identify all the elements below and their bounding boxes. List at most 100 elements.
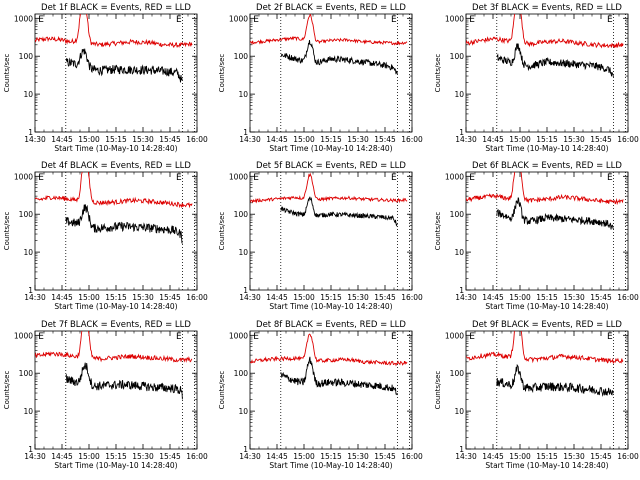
y-axis-label: Counts/sec xyxy=(434,54,442,93)
x-tick-label: 15:30 xyxy=(563,135,585,144)
series-lld-line xyxy=(250,14,408,46)
y-tick-label: 1 xyxy=(243,128,248,137)
x-tick-label: 14:30 xyxy=(24,293,46,302)
x-tick-label: 15:15 xyxy=(536,293,558,302)
y-tick-label: 1 xyxy=(28,128,33,137)
chart-title: Det 9f BLACK = Events, RED = LLD xyxy=(472,320,622,330)
x-tick-label: 15:45 xyxy=(590,452,612,461)
chart-title: Det 6f BLACK = Events, RED = LLD xyxy=(472,161,622,171)
x-tick-label: 16:00 xyxy=(617,135,639,144)
x-tick-label: 14:30 xyxy=(239,293,261,302)
x-tick-label: 15:15 xyxy=(320,452,342,461)
marker-label: E xyxy=(607,332,613,342)
marker-label: E xyxy=(469,173,475,183)
x-tick-label: 14:30 xyxy=(239,135,261,144)
x-tick-label: 15:30 xyxy=(132,293,154,302)
marker-label: E xyxy=(253,332,259,342)
chart-panel-2: Det 2f BLACK = Events, RED = LLD 1 10 100 10… xyxy=(218,3,423,153)
y-axis-label: Counts/sec xyxy=(434,371,442,410)
y-tick-label: 1 xyxy=(243,445,248,454)
x-tick-label: 16:00 xyxy=(617,452,639,461)
x-tick-label: 15:00 xyxy=(293,293,315,302)
x-tick-label: 14:45 xyxy=(482,135,504,144)
y-tick-label: 1000 xyxy=(229,331,248,340)
chart-panel-3: Det 3f BLACK = Events, RED = LLD 1 10 100 10… xyxy=(434,3,639,153)
x-tick-label: 15:45 xyxy=(374,135,396,144)
marker-label: E xyxy=(607,173,613,183)
x-tick-label: 15:00 xyxy=(78,135,100,144)
x-tick-label: 14:45 xyxy=(482,293,504,302)
y-axis-label: Counts/sec xyxy=(434,212,442,251)
marker-label: E xyxy=(607,15,613,25)
series-events-line xyxy=(280,39,398,75)
marker-label: E xyxy=(253,15,259,25)
y-tick-label: 1000 xyxy=(14,172,33,181)
y-tick-label: 100 xyxy=(19,52,34,61)
chart-panel-6: Det 6f BLACK = Events, RED = LLD 1 10 100 10… xyxy=(434,161,639,311)
y-tick-label: 1 xyxy=(459,286,464,295)
x-tick-label: 15:00 xyxy=(509,452,531,461)
y-tick-label: 10 xyxy=(238,90,248,99)
chart-title: Det 3f BLACK = Events, RED = LLD xyxy=(472,3,622,13)
series-events-line xyxy=(280,196,398,227)
x-tick-label: 14:30 xyxy=(24,452,46,461)
y-tick-label: 1000 xyxy=(445,331,464,340)
y-axis-label: Counts/sec xyxy=(3,371,11,410)
series-events-line xyxy=(65,204,183,244)
y-tick-label: 100 xyxy=(450,210,465,219)
chart-title: Det 1f BLACK = Events, RED = LLD xyxy=(41,3,191,13)
x-tick-label: 15:15 xyxy=(105,293,127,302)
series-lld-line xyxy=(466,14,624,49)
x-tick-label: 14:30 xyxy=(24,135,46,144)
y-tick-label: 10 xyxy=(238,248,248,257)
chart-panel-4: Det 4f BLACK = Events, RED = LLD 1 10 100 10… xyxy=(3,161,208,311)
series-lld-line xyxy=(35,172,193,209)
y-tick-label: 1 xyxy=(243,286,248,295)
plot-frame xyxy=(249,13,413,133)
chart-title: Det 2f BLACK = Events, RED = LLD xyxy=(256,3,406,13)
x-tick-label: 16:00 xyxy=(186,135,208,144)
plot-frame xyxy=(249,171,413,291)
y-tick-label: 10 xyxy=(238,407,248,416)
x-tick-label: 15:15 xyxy=(320,135,342,144)
x-tick-label: 15:00 xyxy=(78,293,100,302)
x-tick-label: 14:45 xyxy=(51,293,73,302)
x-tick-label: 14:45 xyxy=(266,293,288,302)
x-tick-label: 15:00 xyxy=(78,452,100,461)
x-tick-label: 14:45 xyxy=(51,452,73,461)
y-tick-label: 10 xyxy=(454,90,464,99)
y-tick-label: 1000 xyxy=(229,14,248,23)
y-tick-label: 100 xyxy=(234,369,249,378)
chart-title: Det 4f BLACK = Events, RED = LLD xyxy=(41,161,191,171)
series-lld-line xyxy=(250,172,408,204)
x-tick-label: 14:45 xyxy=(266,135,288,144)
chart-panel-5: Det 5f BLACK = Events, RED = LLD 1 10 100 10… xyxy=(218,161,423,311)
x-tick-label: 15:45 xyxy=(590,293,612,302)
chart-title: Det 8f BLACK = Events, RED = LLD xyxy=(256,320,406,330)
x-axis-label: Start Time (10-May-10 14:28:40) xyxy=(485,144,608,153)
y-tick-label: 1000 xyxy=(14,331,33,340)
y-tick-label: 1 xyxy=(459,445,464,454)
marker-label: E xyxy=(391,173,397,183)
x-tick-label: 16:00 xyxy=(401,293,423,302)
x-tick-label: 15:15 xyxy=(320,293,342,302)
x-tick-label: 15:15 xyxy=(105,135,127,144)
y-tick-label: 1 xyxy=(28,445,33,454)
x-axis-label: Start Time (10-May-10 14:28:40) xyxy=(269,302,392,311)
x-tick-label: 15:30 xyxy=(132,135,154,144)
x-tick-label: 15:45 xyxy=(374,293,396,302)
x-tick-label: 15:45 xyxy=(374,452,396,461)
y-axis-label: Counts/sec xyxy=(3,212,11,251)
x-tick-label: 16:00 xyxy=(186,452,208,461)
marker-label: E xyxy=(469,332,475,342)
series-lld-line xyxy=(35,14,193,49)
x-tick-label: 15:45 xyxy=(159,293,181,302)
y-tick-label: 100 xyxy=(234,210,249,219)
y-tick-label: 10 xyxy=(454,248,464,257)
x-tick-label: 15:00 xyxy=(293,135,315,144)
x-tick-label: 15:00 xyxy=(293,452,315,461)
x-tick-label: 15:45 xyxy=(159,452,181,461)
chart-title: Det 7f BLACK = Events, RED = LLD xyxy=(41,320,191,330)
chart-panel-9: Det 9f BLACK = Events, RED = LLD 1 10 100 10… xyxy=(434,320,639,470)
x-tick-label: 15:30 xyxy=(347,135,369,144)
